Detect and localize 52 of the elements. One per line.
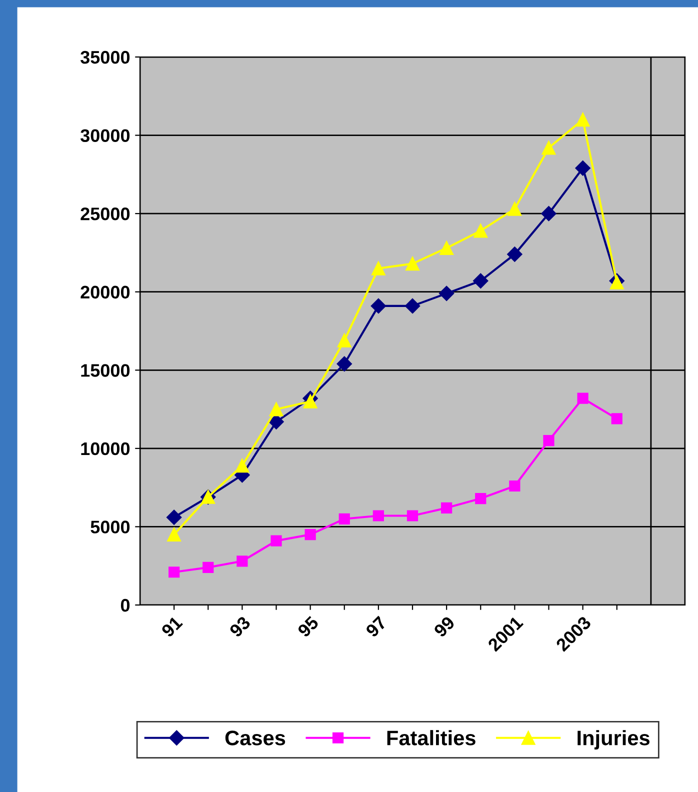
- point: [372, 510, 384, 522]
- y-tick-label: 5000: [90, 520, 130, 534]
- point: [507, 246, 522, 262]
- legend-label: Fatalities: [387, 730, 476, 746]
- x-tick-label: 99: [433, 616, 456, 638]
- point: [475, 492, 486, 504]
- point: [304, 528, 316, 540]
- point: [611, 413, 622, 424]
- point: [541, 206, 556, 222]
- point: [406, 510, 418, 522]
- point: [509, 480, 520, 492]
- point: [406, 256, 420, 271]
- y-tick-label: 35000: [80, 50, 130, 64]
- point: [508, 202, 522, 216]
- y-tick-label: 25000: [80, 208, 130, 220]
- point: [474, 224, 488, 238]
- x-tick-label: 91: [160, 615, 184, 638]
- point: [370, 298, 386, 314]
- point: [577, 392, 588, 404]
- point: [371, 261, 386, 276]
- point: [575, 160, 590, 176]
- point: [543, 435, 554, 446]
- x-tick-label: 97: [365, 616, 388, 638]
- point: [166, 510, 182, 525]
- point: [167, 528, 182, 542]
- point: [542, 140, 556, 155]
- point: [473, 273, 488, 288]
- point: [269, 402, 284, 416]
- point: [438, 286, 454, 301]
- point: [236, 556, 248, 567]
- x-tick-label: 95: [296, 615, 320, 638]
- point: [338, 513, 350, 524]
- y-tick-label: 10000: [81, 442, 130, 456]
- y-tick-label: 30000: [80, 129, 130, 142]
- point: [268, 414, 284, 430]
- legend-label: Cases: [225, 730, 286, 746]
- y-tick-label: 20000: [80, 286, 130, 299]
- x-tick-label: 93: [228, 616, 252, 638]
- point: [441, 502, 452, 514]
- point: [235, 458, 250, 473]
- y-tick-label: 0: [120, 598, 130, 612]
- legend-label: Injuries: [578, 730, 650, 750]
- point: [303, 394, 318, 408]
- point: [270, 535, 282, 546]
- point: [336, 356, 352, 372]
- point: [576, 112, 590, 127]
- point: [168, 566, 180, 578]
- point: [337, 333, 352, 348]
- point: [202, 562, 214, 573]
- y-tick-label: 15000: [81, 364, 130, 377]
- point: [404, 298, 420, 314]
- point: [440, 241, 454, 255]
